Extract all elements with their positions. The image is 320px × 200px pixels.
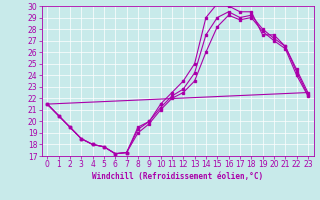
X-axis label: Windchill (Refroidissement éolien,°C): Windchill (Refroidissement éolien,°C): [92, 172, 263, 181]
